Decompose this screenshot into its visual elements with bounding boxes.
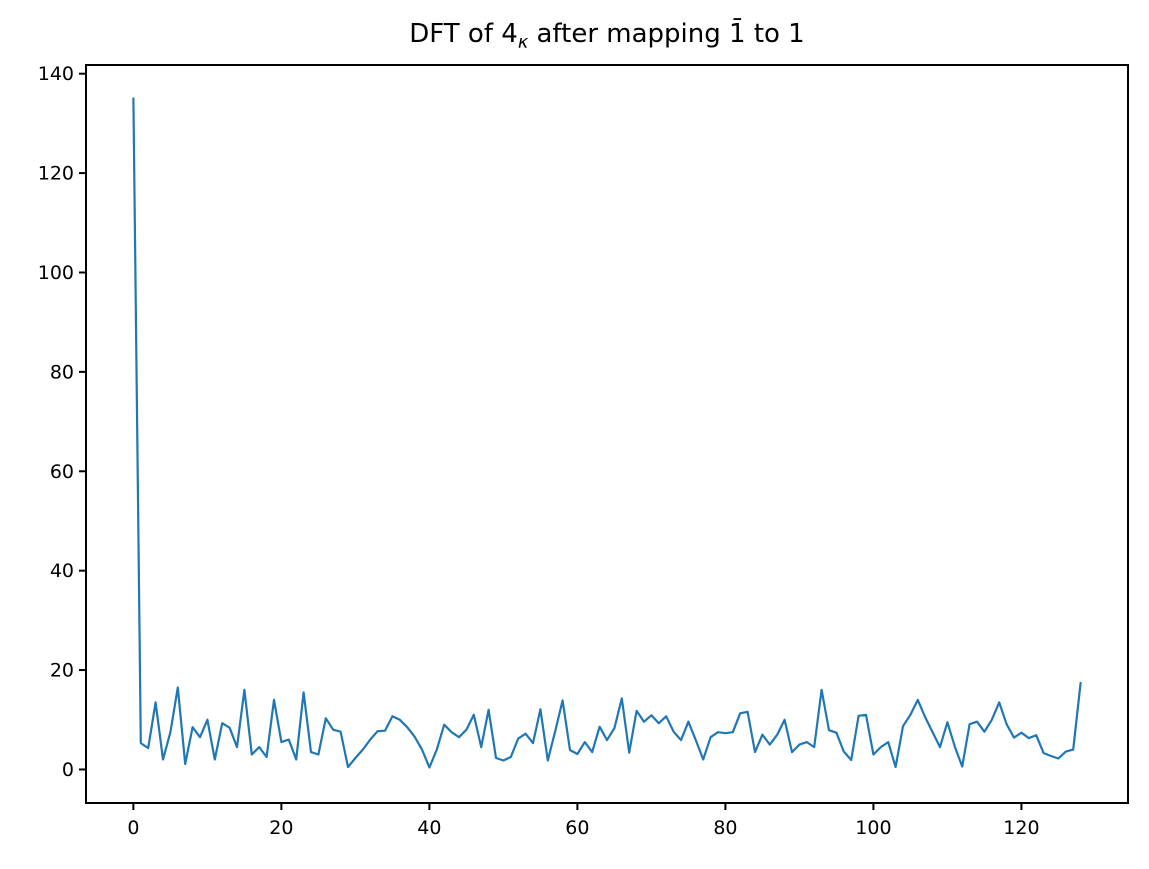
chart-title-suffix: after mapping 1̄ to 1 [528, 19, 805, 49]
y-axis-tick-label: 80 [50, 361, 74, 383]
x-axis-tick-label: 20 [269, 817, 293, 839]
y-axis-tick-label: 140 [38, 63, 74, 85]
x-axis-tick-label: 0 [127, 817, 139, 839]
axes-frame [85, 64, 1129, 804]
chart-title: DFT of 4κ after mapping 1̄ to 1 [86, 14, 1128, 54]
x-axis-tick-label: 40 [417, 817, 441, 839]
y-axis-tick-label: 60 [50, 461, 74, 483]
chart-title-prefix: DFT of 4 [409, 19, 518, 49]
y-axis-tick-label: 0 [62, 759, 74, 781]
y-axis-tick-label: 40 [50, 560, 74, 582]
x-axis-tick-label: 60 [565, 817, 589, 839]
x-axis-tick-label: 80 [713, 817, 737, 839]
x-axis-tick-label: 120 [1003, 817, 1039, 839]
chart-title-subscript: κ [517, 33, 529, 54]
y-axis-tick-label: 20 [50, 660, 74, 682]
data-line [132, 97, 1082, 769]
y-axis-tick-label: 120 [38, 163, 74, 185]
y-axis-tick-label: 100 [38, 262, 74, 284]
x-axis-tick-label: 100 [855, 817, 891, 839]
